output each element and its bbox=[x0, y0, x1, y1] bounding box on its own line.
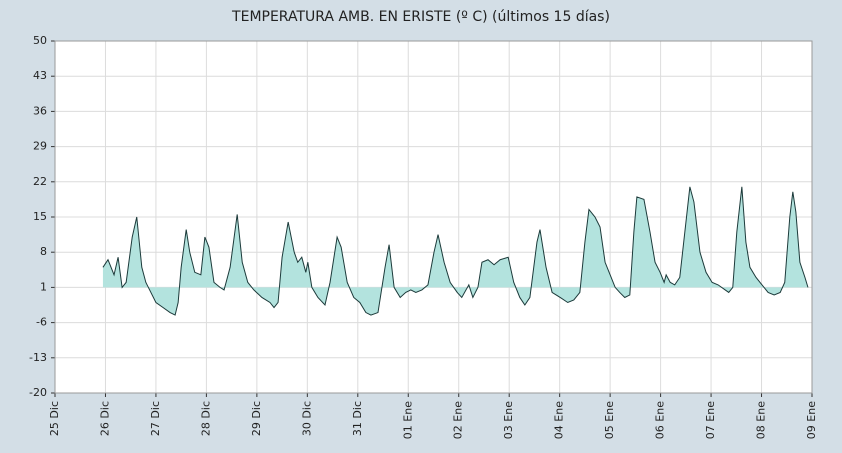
y-tick-label: 36 bbox=[33, 104, 47, 117]
y-tick-label: 50 bbox=[33, 34, 47, 47]
y-tick-label: 8 bbox=[40, 245, 47, 258]
x-tick-label: 28 Dic bbox=[199, 401, 212, 436]
y-tick-label: -20 bbox=[29, 386, 47, 399]
line bbox=[102, 186, 809, 316]
x-tick-label: 29 Dic bbox=[250, 401, 263, 436]
x-tick-label: 31 Dic bbox=[351, 401, 364, 436]
y-tick-label: 29 bbox=[33, 140, 47, 153]
x-tick-label: 25 Dic bbox=[48, 401, 61, 436]
x-tick-label: 01 Ene bbox=[401, 401, 414, 439]
x-tick-label: 04 Ene bbox=[553, 401, 566, 439]
chart-title: TEMPERATURA AMB. EN ERISTE (º C) (último… bbox=[231, 9, 610, 25]
x-tick-label: 09 Ene bbox=[805, 401, 818, 439]
x-tick-label: 30 Dic bbox=[300, 401, 313, 436]
x-tick-label: 06 Ene bbox=[654, 401, 667, 439]
x-tick-label: 07 Ene bbox=[704, 401, 717, 439]
y-tick-label: 1 bbox=[40, 280, 47, 293]
x-tick-label: 02 Ene bbox=[452, 401, 465, 439]
y-tick-label: 22 bbox=[33, 175, 47, 188]
x-tick-label: 03 Ene bbox=[502, 401, 515, 439]
y-tick-label: 15 bbox=[33, 210, 47, 223]
plot-border bbox=[54, 40, 813, 394]
y-tick-label: 43 bbox=[33, 69, 47, 82]
x-tick-label: 27 Dic bbox=[149, 401, 162, 436]
x-tick-label: 08 Ene bbox=[755, 401, 768, 439]
y-tick-label: -6 bbox=[36, 316, 47, 329]
x-tick-label: 05 Ene bbox=[603, 401, 616, 439]
y-tick-label: -13 bbox=[29, 351, 47, 364]
x-tick-label: 26 Dic bbox=[98, 401, 111, 436]
area bbox=[102, 186, 808, 316]
